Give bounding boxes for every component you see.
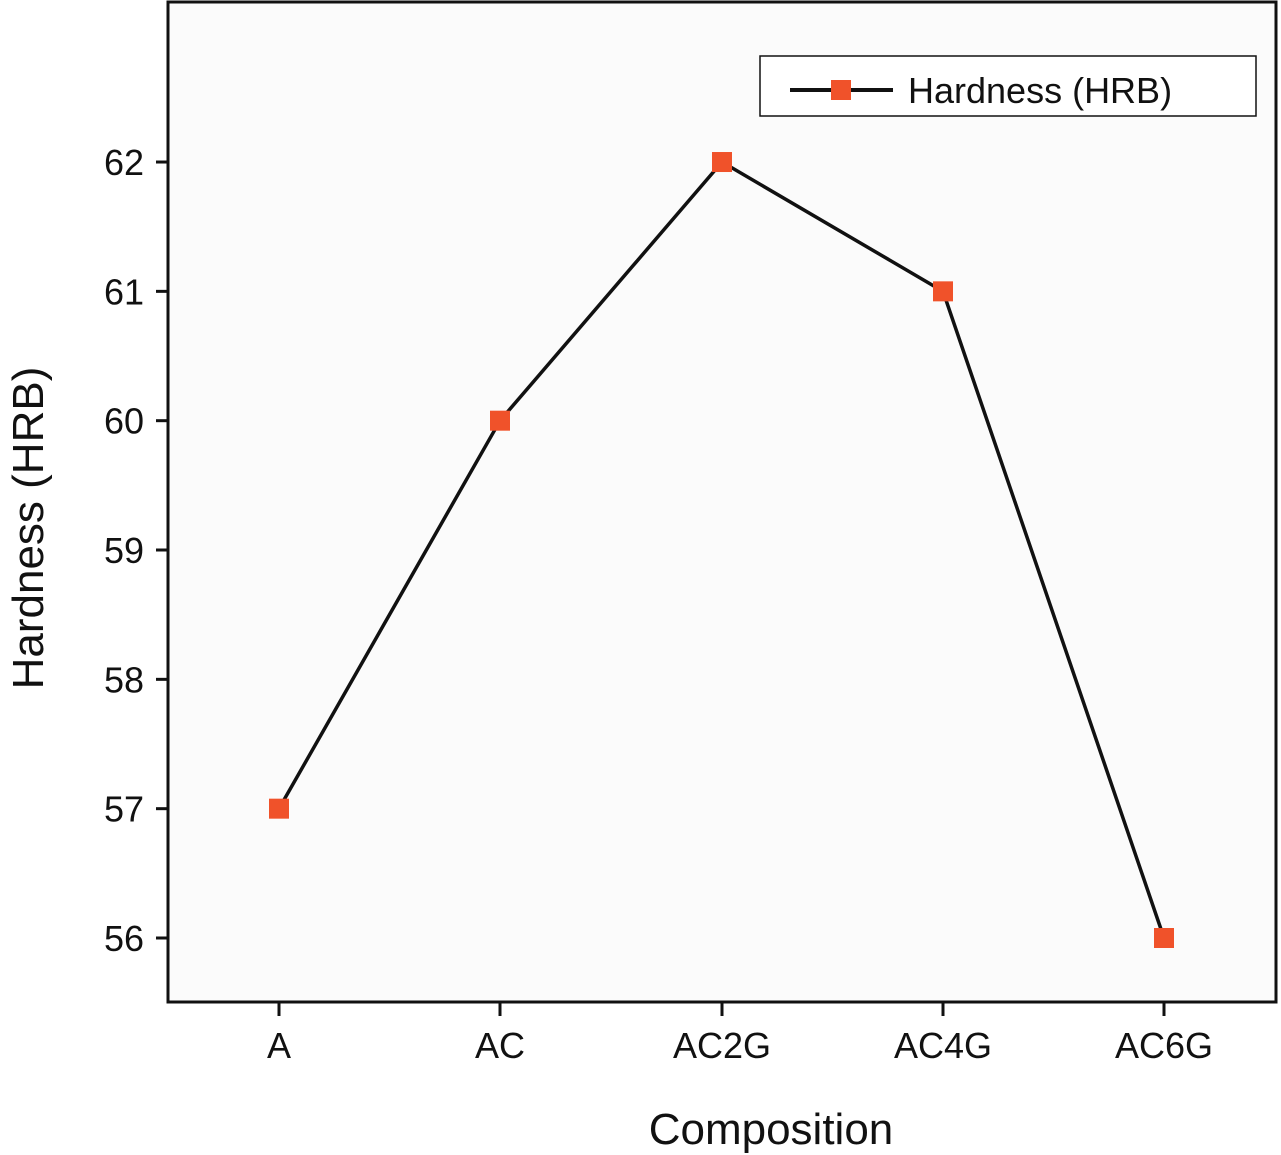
data-point-ac (490, 410, 510, 431)
y-tick-label: 62 (104, 142, 144, 183)
data-point-ac6g (1154, 928, 1174, 948)
x-tick-label: AC4G (894, 1025, 992, 1066)
y-tick-label: 56 (104, 918, 144, 959)
plot-area (166, 0, 1278, 1004)
x-tick-label: AC6G (1115, 1025, 1213, 1066)
y-tick-label: 58 (104, 659, 144, 700)
y-tick-label: 61 (104, 271, 144, 312)
data-point-ac4g (933, 281, 953, 302)
data-point-a (269, 798, 289, 819)
y-tick-label: 57 (104, 789, 144, 830)
y-axis-title: Hardness (HRB) (4, 367, 53, 690)
x-tick-label: A (267, 1025, 291, 1066)
x-axis-title: Composition (649, 1105, 894, 1154)
y-tick-label: 59 (104, 530, 144, 571)
legend-marker-square (831, 80, 851, 100)
series-layer (269, 152, 1174, 948)
x-axis: A AC AC2G AC4G AC6G (267, 1002, 1213, 1066)
legend: Hardness (HRB) (759, 55, 1257, 117)
legend-label: Hardness (HRB) (908, 70, 1172, 111)
data-point-ac2g (712, 152, 732, 173)
x-tick-label: AC2G (673, 1025, 771, 1066)
y-tick-label: 60 (104, 401, 144, 442)
x-tick-label: AC (475, 1025, 525, 1066)
y-axis: 56 57 58 59 60 61 62 (104, 142, 168, 959)
